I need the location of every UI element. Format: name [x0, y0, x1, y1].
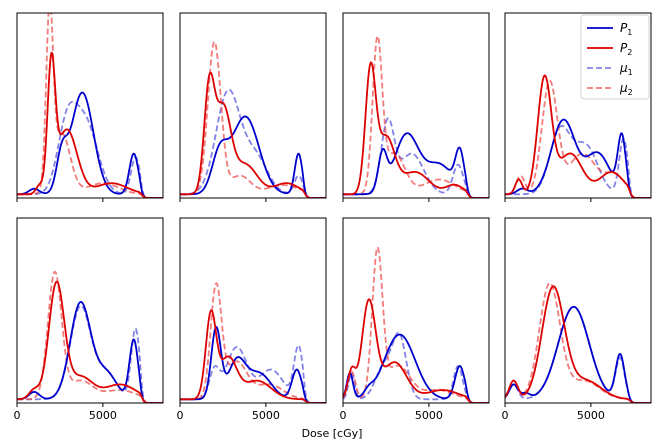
series-mu2-line	[505, 79, 651, 198]
series-P2-line	[343, 61, 489, 198]
series-P2-line	[505, 285, 651, 403]
x-axis-label: Dose [cGy]	[302, 427, 363, 440]
legend-label-mu1: μ1	[619, 61, 633, 77]
series-P1-line	[17, 91, 163, 198]
panel-frame	[179, 12, 327, 199]
series-mu1-line	[180, 344, 326, 403]
panel-frame	[504, 217, 652, 404]
panel-frame	[16, 12, 164, 199]
series-mu1-line	[343, 331, 489, 403]
x-tick-label: 0	[340, 409, 347, 422]
panel-r1c1	[16, 12, 164, 202]
series-P2-line	[343, 298, 489, 403]
series-mu1-line	[505, 124, 651, 198]
panel-r2c1: 0 5000	[14, 217, 164, 422]
panel-curves	[180, 282, 326, 403]
panel-curves	[180, 40, 326, 198]
x-tick-label: 5000	[89, 409, 117, 422]
series-mu2-line	[180, 40, 326, 198]
series-mu1-line	[343, 117, 489, 198]
series-P2-line	[505, 74, 651, 198]
series-P1-line	[180, 325, 326, 403]
panel-r2c2: 0 5000	[177, 217, 327, 422]
x-tick-label: 0	[177, 409, 184, 422]
panel-frame	[504, 12, 652, 199]
x-tick-label: 0	[502, 409, 509, 422]
panel-r1c4	[504, 12, 652, 202]
panel-frame	[16, 217, 164, 404]
panel-frame	[342, 217, 490, 404]
legend: P1 P2 μ1 μ2	[580, 14, 650, 100]
series-P1-line	[180, 115, 326, 198]
series-mu2-line	[343, 246, 489, 403]
series-mu1-line	[180, 88, 326, 198]
panels-layer: 0 5000 0 5000 0 5000 0 5000	[14, 12, 652, 422]
panel-curves	[17, 13, 163, 198]
panel-frame	[179, 217, 327, 404]
series-P1-line	[343, 132, 489, 198]
series-P2-line	[17, 51, 163, 198]
legend-box	[580, 14, 650, 100]
series-mu2-line	[505, 282, 651, 403]
panel-curves	[505, 74, 651, 198]
panel-r2c4: 0 5000	[502, 217, 652, 422]
series-mu1-line	[505, 305, 651, 403]
panel-curves	[343, 246, 489, 403]
legend-label-P1: P1	[620, 21, 632, 37]
series-P2-line	[180, 309, 326, 403]
panel-r2c3: 0 5000	[340, 217, 490, 422]
x-tick-label: 5000	[415, 409, 443, 422]
series-mu2-line	[17, 13, 163, 198]
panel-curves	[343, 35, 489, 198]
series-P1-line	[505, 118, 651, 198]
x-tick-label: 5000	[577, 409, 605, 422]
legend-label-P2: P2	[620, 41, 632, 57]
panel-curves	[17, 270, 163, 403]
series-P2-line	[17, 280, 163, 403]
series-P1-line	[505, 305, 651, 403]
panel-r1c3	[342, 12, 490, 202]
panel-curves	[505, 282, 651, 403]
x-tick-label: 0	[14, 409, 21, 422]
series-P1-line	[343, 333, 489, 403]
legend-label-mu2: μ2	[619, 81, 633, 97]
panel-r1c2	[179, 12, 327, 202]
series-P1-line	[17, 301, 163, 403]
panel-frame	[342, 12, 490, 199]
series-mu1-line	[17, 100, 163, 198]
x-tick-label: 5000	[252, 409, 280, 422]
series-P2-line	[180, 71, 326, 198]
